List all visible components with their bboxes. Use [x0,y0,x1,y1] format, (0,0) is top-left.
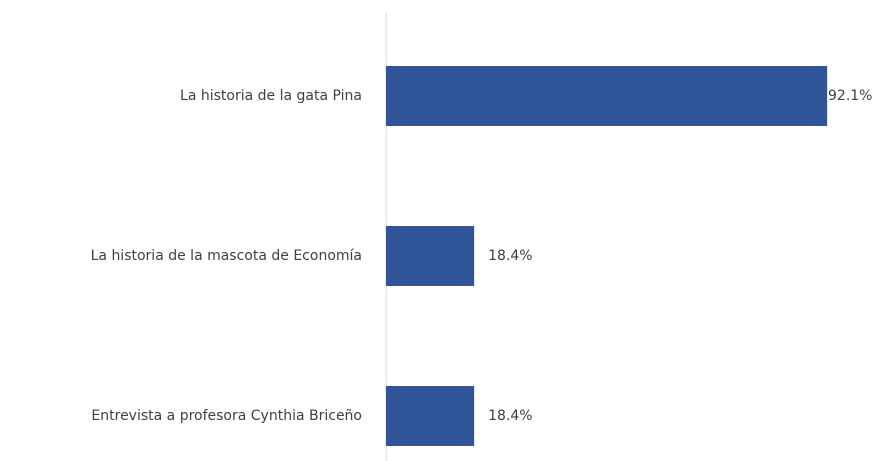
bar [386,66,828,126]
category-label: La historia de la mascota de Economía [91,248,362,264]
bar [386,386,475,446]
data-label: 18.4% [488,408,532,424]
bar [386,226,475,286]
data-label: 92.1% [828,88,872,104]
category-label: La historia de la gata Pina [180,88,362,104]
category-label: Entrevista a profesora Cynthia Briceño [91,408,362,424]
data-label: 18.4% [488,248,532,264]
